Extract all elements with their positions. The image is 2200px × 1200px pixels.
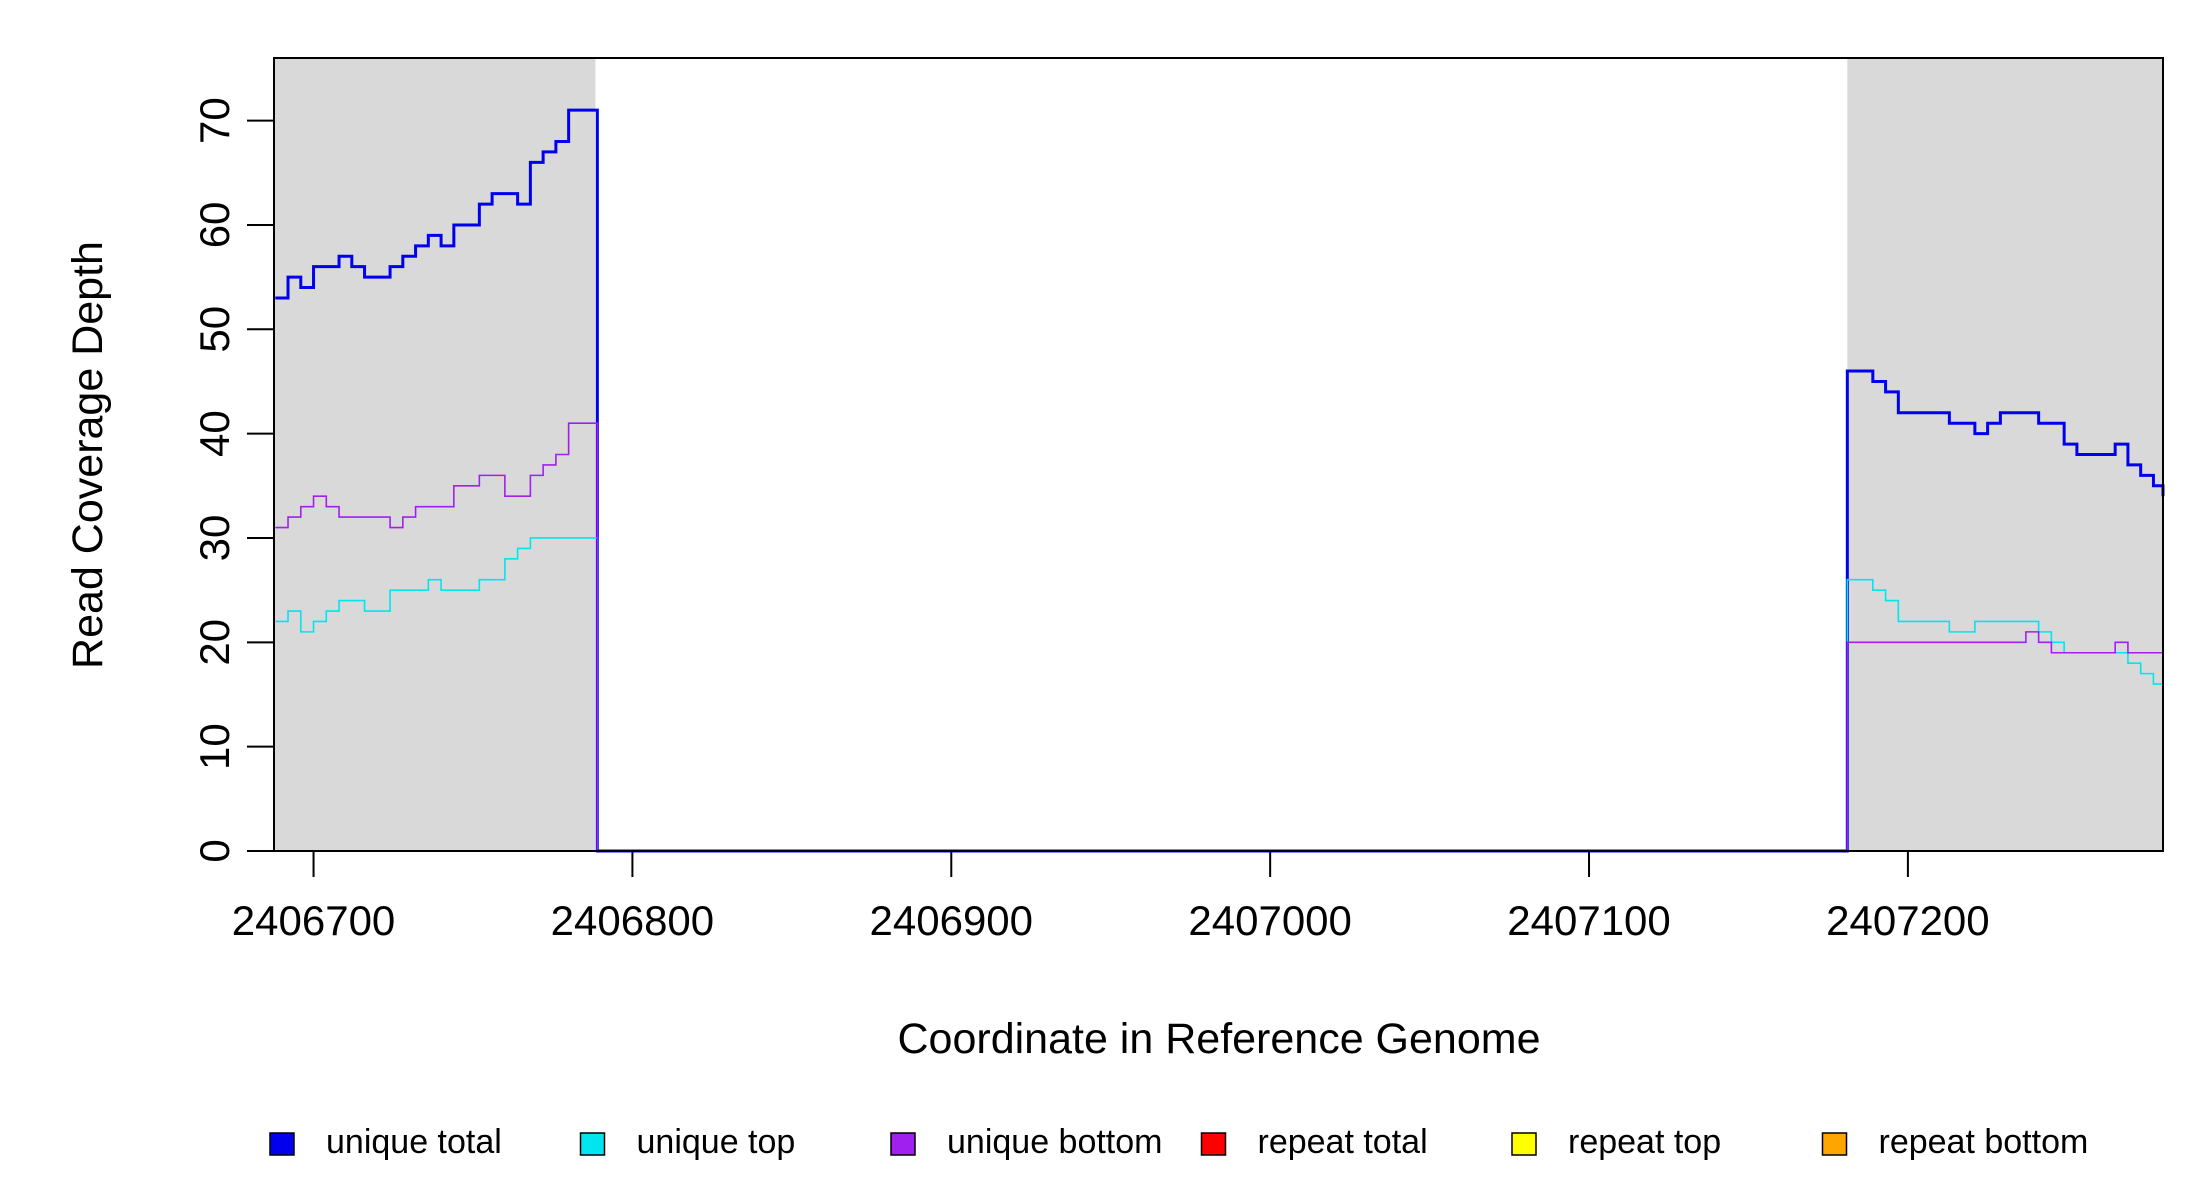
plot-frame [273, 57, 2164, 852]
legend-item: unique top [579, 1123, 796, 1161]
y-tick-label: 70 [191, 97, 238, 144]
legend-swatch [1821, 1132, 1848, 1156]
x-axis-title: Coordinate in Reference Genome [898, 1015, 1541, 1063]
legend-item: repeat total [1200, 1123, 1428, 1161]
y-tick-label: 0 [191, 839, 238, 862]
y-tick-label: 10 [191, 723, 238, 770]
legend-swatch [579, 1132, 606, 1156]
x-tick-label: 2406700 [232, 897, 396, 944]
legend-label: unique total [326, 1123, 502, 1161]
series-line [275, 108, 2165, 853]
legend-label: repeat top [1568, 1123, 1721, 1161]
legend-label: repeat bottom [1879, 1123, 2089, 1161]
legend-item: unique bottom [890, 1123, 1163, 1161]
x-tick-label: 2407200 [1826, 897, 1990, 944]
legend-swatch [1200, 1132, 1227, 1156]
y-tick-label: 50 [191, 306, 238, 353]
y-axis-title: Read Coverage Depth [64, 241, 112, 669]
shaded-region [274, 58, 596, 851]
x-tick-label: 2406800 [551, 897, 715, 944]
y-tick-label: 40 [191, 410, 238, 457]
x-tick-label: 2407000 [1188, 897, 1352, 944]
x-tick-label: 2406900 [870, 897, 1034, 944]
legend-swatch [269, 1132, 295, 1156]
y-tick-label: 30 [191, 515, 238, 562]
legend-item: repeat top [1511, 1123, 1721, 1161]
legend-swatch [890, 1132, 916, 1156]
series-line [275, 422, 2164, 852]
y-tick-label: 60 [191, 202, 238, 249]
legend-item: repeat bottom [1821, 1123, 2089, 1161]
x-tick-label: 2407100 [1507, 897, 1671, 944]
legend-swatch [1511, 1132, 1537, 1156]
legend-item: unique total [269, 1123, 502, 1161]
y-tick-label: 20 [191, 619, 238, 666]
legend-label: unique top [637, 1123, 796, 1161]
legend-label: repeat total [1258, 1123, 1428, 1161]
legend-label: unique bottom [947, 1123, 1163, 1161]
